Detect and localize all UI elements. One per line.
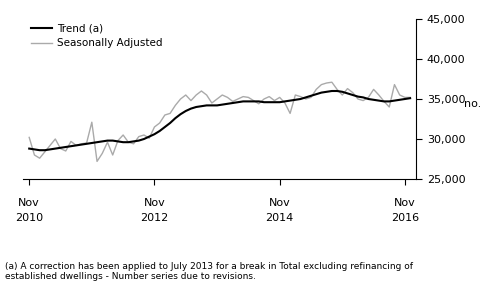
Text: Nov: Nov [269,198,291,208]
Text: 2010: 2010 [15,213,43,223]
Text: 2012: 2012 [140,213,169,223]
Legend: Trend (a), Seasonally Adjusted: Trend (a), Seasonally Adjusted [27,19,167,53]
Text: 2016: 2016 [391,213,419,223]
Text: (a) A correction has been applied to July 2013 for a break in Total excluding re: (a) A correction has been applied to Jul… [5,262,413,281]
Text: Nov: Nov [394,198,416,208]
Y-axis label: no.: no. [464,99,481,109]
Text: 2014: 2014 [265,213,294,223]
Text: Nov: Nov [143,198,165,208]
Text: Nov: Nov [18,198,40,208]
